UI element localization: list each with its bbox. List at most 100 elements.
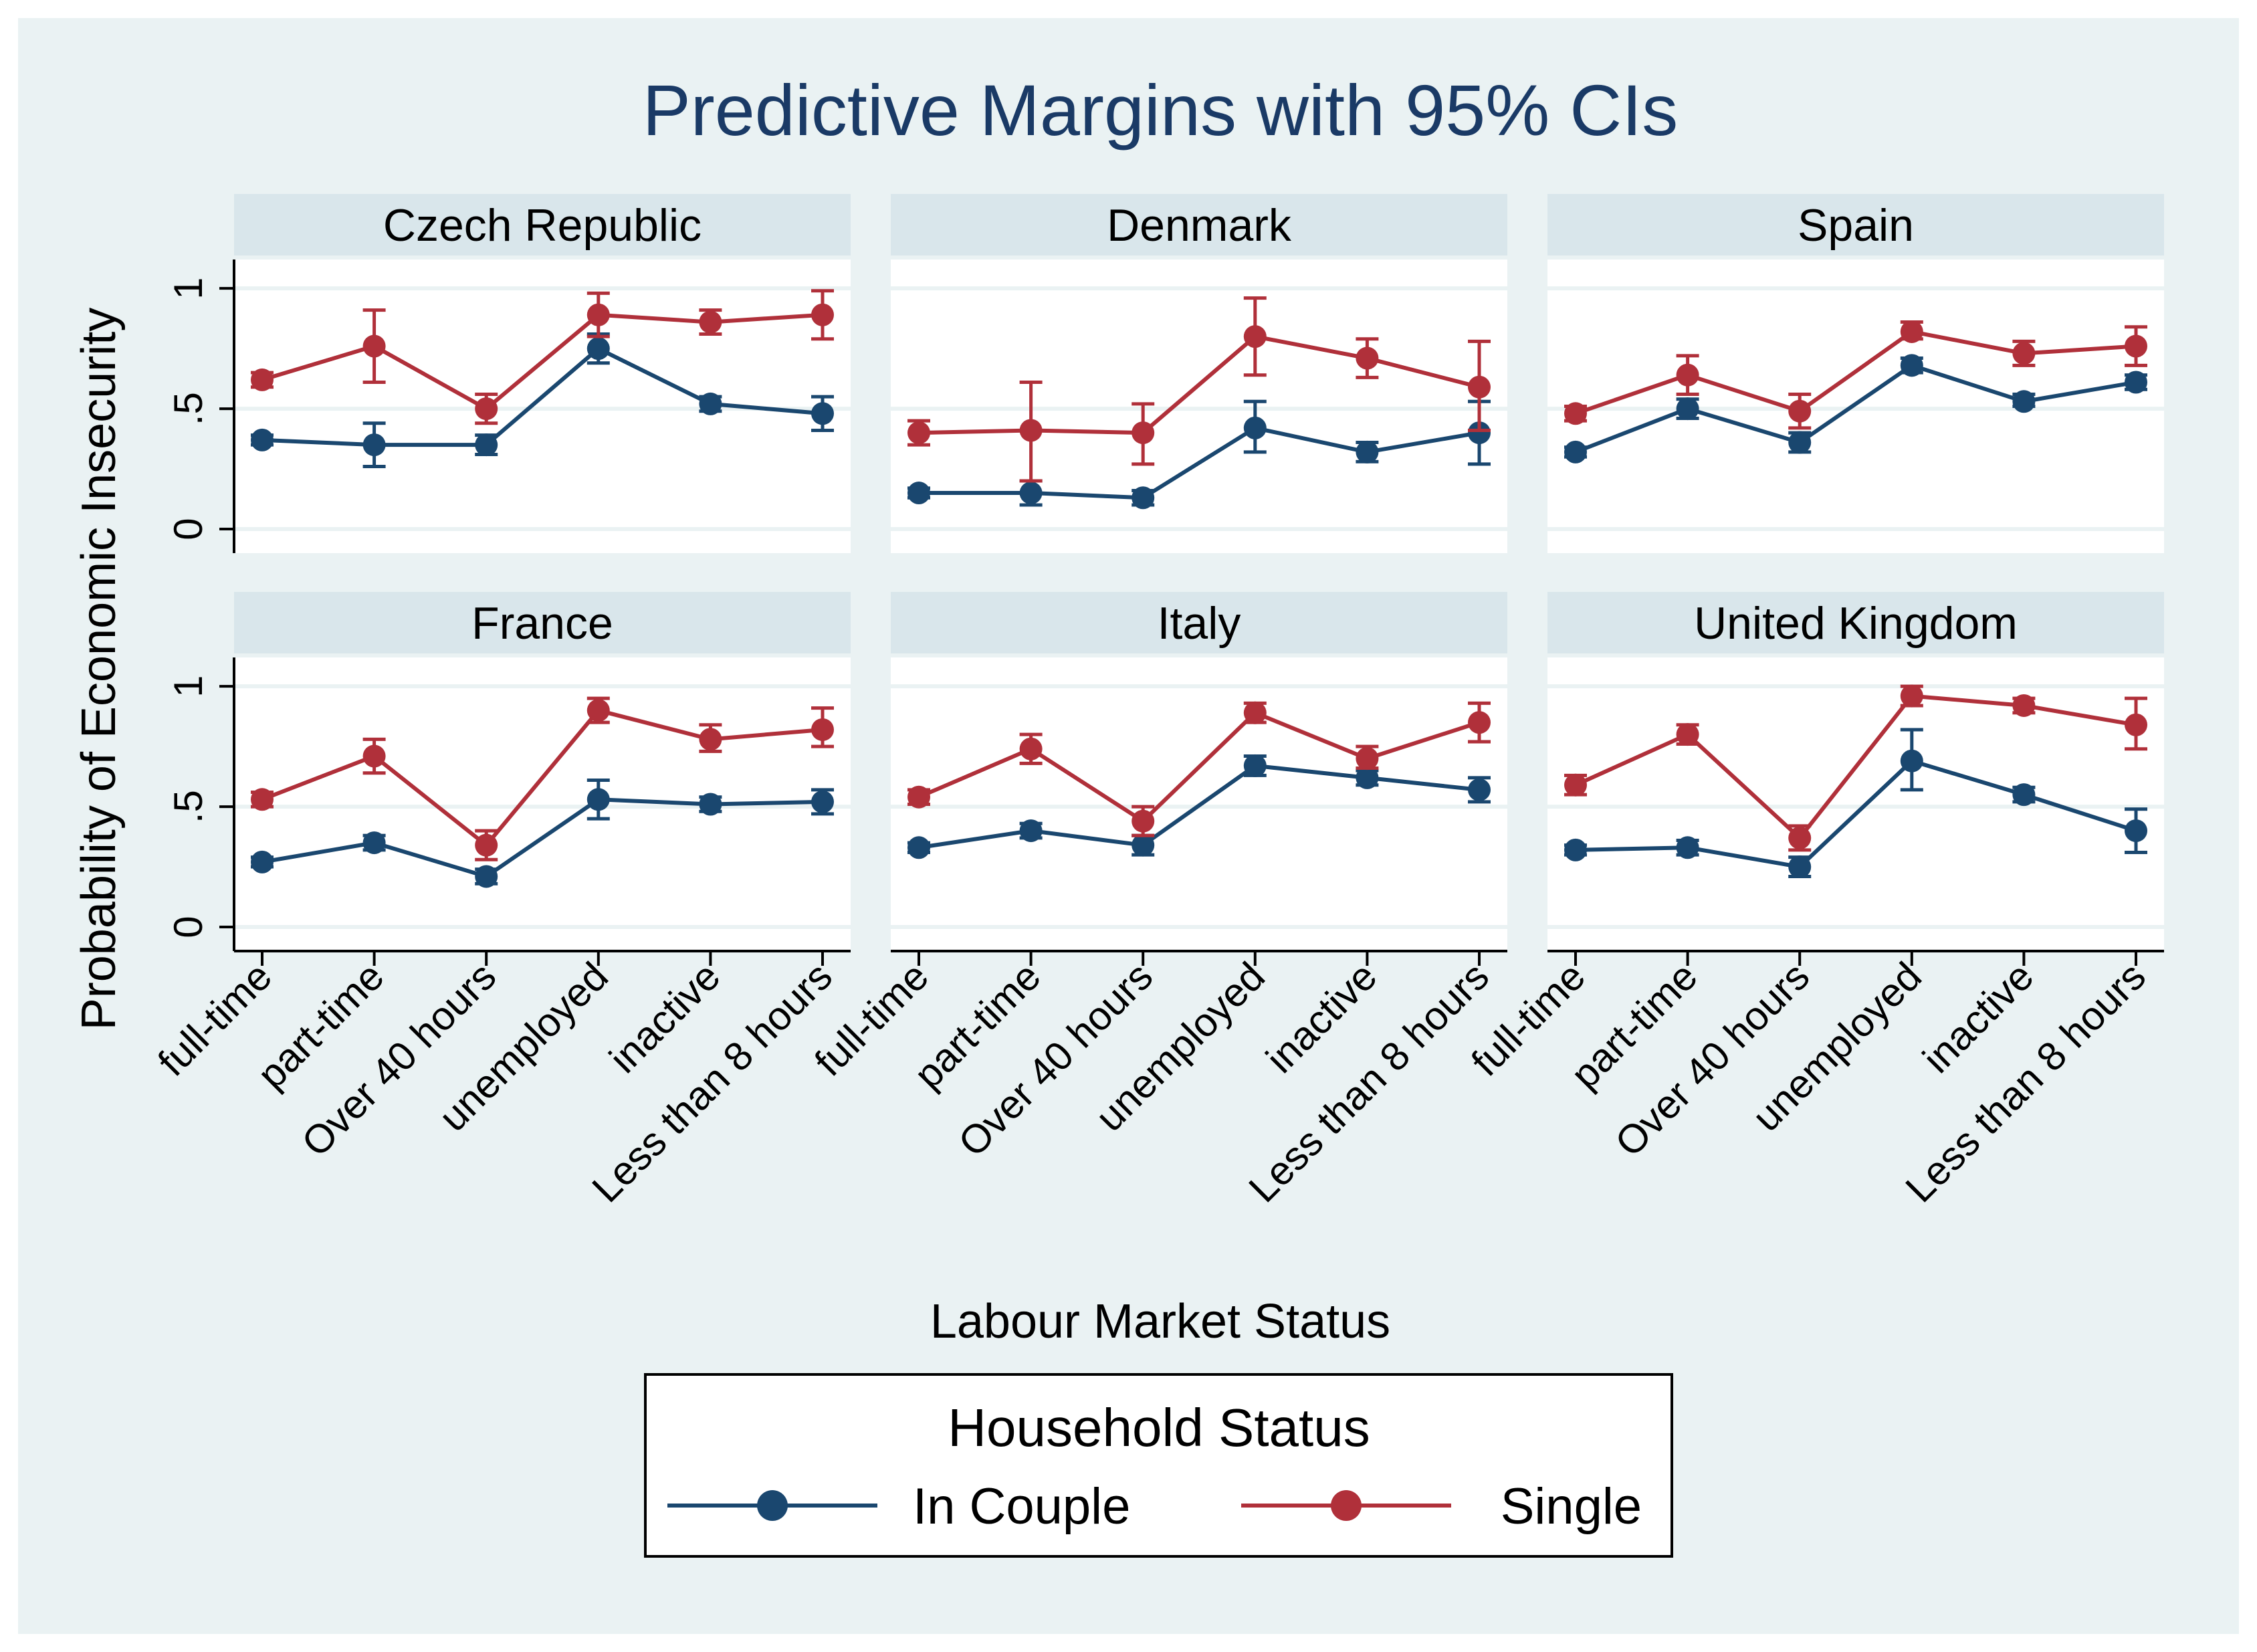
series-single [251, 696, 834, 861]
data-point [1019, 482, 1043, 505]
legend-marker-in-couple [757, 1490, 788, 1521]
y-tick-label: 0 [166, 916, 211, 938]
data-point [1564, 440, 1587, 463]
data-point [1788, 826, 1812, 849]
data-point [1564, 773, 1587, 797]
data-point [586, 699, 610, 722]
data-point [1468, 778, 1491, 801]
series-single [1564, 684, 2147, 852]
data-point [1019, 819, 1043, 843]
panel-strip [1547, 592, 2164, 653]
plot-area [1547, 657, 2164, 951]
data-point [251, 368, 274, 391]
data-point [1243, 754, 1267, 777]
data-point [362, 831, 386, 855]
y-tick-label: .5 [166, 790, 211, 823]
data-point [907, 785, 930, 809]
data-point [586, 303, 610, 326]
series-line [918, 710, 1480, 824]
data-point [1788, 399, 1812, 423]
data-point [251, 428, 274, 451]
series-line [261, 312, 823, 411]
data-point [907, 836, 930, 859]
data-point [1019, 737, 1043, 760]
panel-czech-republic: Czech Republic 0 .5 1 [166, 194, 851, 553]
data-point [1900, 320, 1923, 343]
legend-box [644, 1373, 1673, 1558]
data-point [1900, 749, 1923, 772]
series-in-couple [1564, 354, 2147, 463]
data-point [1132, 809, 1155, 833]
data-point [2012, 390, 2036, 413]
panel-title: Denmark [1107, 200, 1292, 251]
data-point [475, 865, 498, 888]
data-point [586, 788, 610, 811]
panel-title: Italy [1158, 598, 1241, 649]
series-line [261, 708, 823, 848]
data-point [1900, 354, 1923, 377]
data-point [1676, 397, 1699, 421]
y-axis-label: Probability of Economic Insecurity [72, 308, 126, 1030]
series-line [918, 763, 1480, 850]
data-point [1900, 684, 1923, 708]
panel-title: France [471, 598, 613, 649]
panel-strip [891, 194, 1507, 255]
series-line [261, 346, 823, 447]
series-line [1574, 694, 2137, 841]
panel-spain: Spain [1547, 194, 2164, 553]
data-point [1676, 836, 1699, 859]
data-point [811, 303, 834, 326]
data-point [1468, 421, 1491, 445]
panel-strip [891, 592, 1507, 653]
data-point [699, 728, 722, 751]
y-tick-label: .5 [166, 392, 211, 425]
series-in-couple [907, 754, 1491, 859]
data-point [1356, 747, 1379, 770]
series-single [251, 289, 834, 425]
data-point [1243, 325, 1267, 348]
series-in-couple [1564, 728, 2147, 879]
data-point [699, 310, 722, 334]
data-point [811, 402, 834, 425]
chart-title: Predictive Margins with 95% CIs [643, 70, 1679, 150]
data-point [1468, 711, 1491, 734]
series-line [261, 797, 823, 879]
legend-marker-single [1331, 1490, 1362, 1521]
data-point [811, 718, 834, 741]
data-point [251, 788, 274, 811]
data-point [1132, 486, 1155, 510]
panel-title: Spain [1798, 200, 1914, 251]
series-in-couple [251, 779, 834, 888]
data-point [2012, 342, 2036, 365]
panel-strip [234, 194, 851, 255]
legend-label-in-couple: In Couple [913, 1478, 1130, 1535]
data-point [2125, 713, 2147, 736]
series-line [1574, 363, 2137, 454]
data-point [811, 790, 834, 813]
data-point [1676, 723, 1699, 746]
data-point [1132, 833, 1155, 857]
series-line [919, 425, 1480, 500]
data-point [1356, 440, 1379, 463]
data-point [2125, 334, 2147, 358]
series-single [907, 701, 1491, 837]
data-point [1132, 421, 1155, 445]
y-tick-label: 1 [166, 277, 211, 299]
series-line [918, 334, 1480, 435]
data-point [1019, 419, 1043, 442]
data-point [2012, 783, 2036, 807]
data-point [907, 482, 930, 505]
panel-strip [1547, 194, 2164, 255]
legend-label-single: Single [1501, 1478, 1642, 1535]
data-point [362, 744, 386, 768]
data-point [699, 793, 722, 816]
series-line [1575, 758, 2137, 869]
series-line [1575, 329, 2137, 416]
data-point [907, 421, 930, 445]
series-single [907, 296, 1491, 483]
data-point [1356, 346, 1379, 370]
data-point [1676, 363, 1699, 387]
data-point [2125, 819, 2147, 843]
data-point [475, 397, 498, 421]
